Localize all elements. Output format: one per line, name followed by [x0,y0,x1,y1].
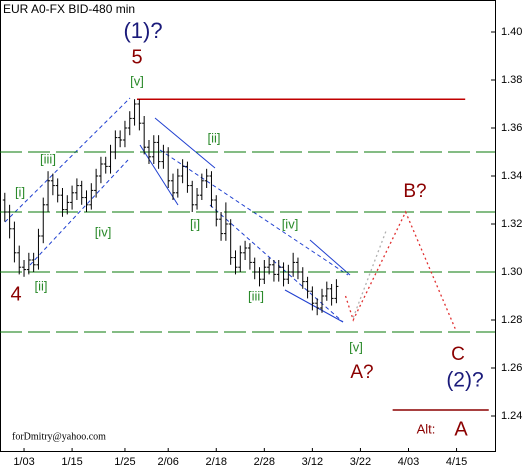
y-tick-label: 1.26 [501,362,522,374]
channel-line [139,144,179,206]
x-tick-label: 1/03 [13,456,34,468]
wave-label: (2)? [446,369,483,392]
x-tick-label: 1/15 [61,456,82,468]
y-tick-label: 1.28 [501,314,522,326]
y-tick-label: 1.34 [501,170,522,182]
wave-label: [i] [15,184,25,199]
wave-label: [iv] [282,216,299,231]
wave-label: [v] [130,73,144,88]
plot-frame [0,0,496,452]
forecast-path [352,228,388,318]
channel-line [284,289,344,323]
x-tick-label: 4/15 [446,456,467,468]
credit: forDmitry@yahoo.com [12,431,106,442]
wave-label: [iii] [248,288,264,303]
x-tick-label: 4/03 [398,456,419,468]
wave-label: [iv] [95,224,112,239]
channel-line [209,204,344,323]
channel-line [29,159,129,266]
y-tick-label: 1.40 [501,26,522,38]
x-tick-label: 2/06 [157,456,178,468]
y-tick-label: 1.36 [501,122,522,134]
x-tick-label: 2/28 [254,456,275,468]
y-tick-label: 1.24 [501,410,522,422]
y-tick-label: 1.38 [501,74,522,86]
y-tick-label: 1.30 [501,266,522,278]
wave-label: [iii] [40,151,56,166]
wave-label: A? [350,362,373,383]
forecast-path [344,210,457,330]
wave-label: [v] [349,339,363,354]
x-tick-label: 1/25 [114,456,135,468]
x-tick-label: 3/12 [302,456,323,468]
wave-label: [ii] [35,278,48,293]
x-tick-label: 2/18 [206,456,227,468]
wave-label: C [451,344,465,365]
wave-label: B? [403,181,426,202]
wave-label: (1)? [123,18,162,43]
chart-title: EUR A0-FX BID-480 min [3,2,135,16]
wave-label: A [454,418,468,440]
wave-label: Alt: [417,421,436,436]
wave-label: 4 [10,283,21,305]
channel-line [4,97,131,223]
y-tick-label: 1.32 [501,218,522,230]
wave-label: [ii] [208,130,221,145]
x-tick-label: 3/22 [350,456,371,468]
channel-line [309,239,351,276]
wave-label: [i] [190,216,200,231]
channel-line [154,117,216,169]
wave-label: 5 [131,46,142,68]
